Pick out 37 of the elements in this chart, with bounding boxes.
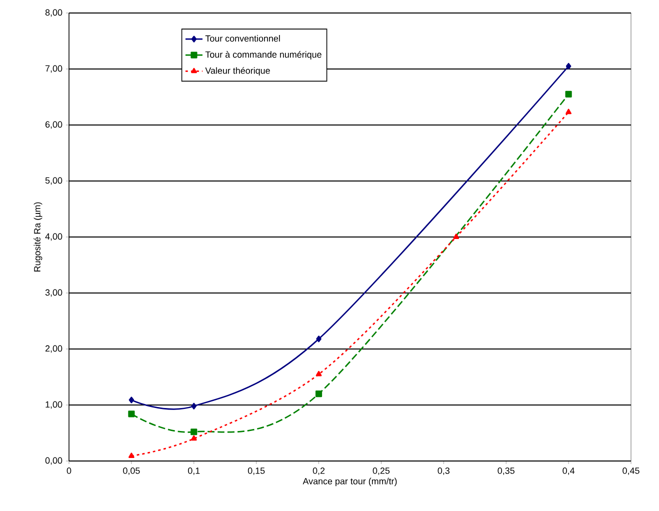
y-tick-label: 3,00 bbox=[45, 289, 62, 297]
legend-label: Valeur théorique bbox=[205, 67, 270, 76]
y-tick-label: 0,00 bbox=[45, 457, 62, 465]
point bbox=[565, 90, 572, 98]
point bbox=[128, 452, 134, 458]
x-tick-label: 0,05 bbox=[123, 468, 140, 475]
x-tick-label: 0,4 bbox=[562, 468, 575, 475]
y-tick-label: 7,00 bbox=[45, 65, 62, 73]
x-tick-label: 0,25 bbox=[372, 468, 390, 475]
x-tick-label: 0,1 bbox=[188, 468, 200, 475]
x-tick-label: 0,2 bbox=[312, 468, 325, 475]
point bbox=[128, 396, 134, 404]
point bbox=[190, 435, 197, 441]
point bbox=[315, 390, 322, 398]
x-tick-label: 0,35 bbox=[498, 468, 514, 475]
point bbox=[128, 410, 135, 418]
point bbox=[566, 62, 572, 70]
point bbox=[453, 234, 460, 239]
x-axis-title: Avance par tour (mm/tr) bbox=[302, 478, 397, 486]
x-tick-label: 0,3 bbox=[438, 468, 450, 475]
y-tick-label: 6,00 bbox=[45, 121, 62, 129]
y-tick-label: 1,00 bbox=[46, 401, 62, 409]
y-tick-label: 8,00 bbox=[45, 9, 62, 17]
legend-label: Tour à commande numérique bbox=[205, 51, 322, 60]
point bbox=[316, 336, 322, 342]
point bbox=[316, 370, 322, 376]
legend-label: Tour conventionnel bbox=[205, 35, 280, 42]
y-tick-label: 2,00 bbox=[45, 345, 62, 353]
point bbox=[190, 428, 198, 436]
point bbox=[566, 108, 572, 114]
point bbox=[191, 402, 197, 410]
x-tick-label: 0,15 bbox=[248, 468, 265, 475]
x-tick-label: 0,45 bbox=[622, 468, 640, 475]
y-tick-label: 5,00 bbox=[45, 177, 62, 185]
x-tick-label: 0 bbox=[66, 468, 72, 474]
y-tick-label: 4,00 bbox=[45, 233, 62, 241]
y-axis-title: Rugosité Ra (µm) bbox=[34, 202, 42, 272]
